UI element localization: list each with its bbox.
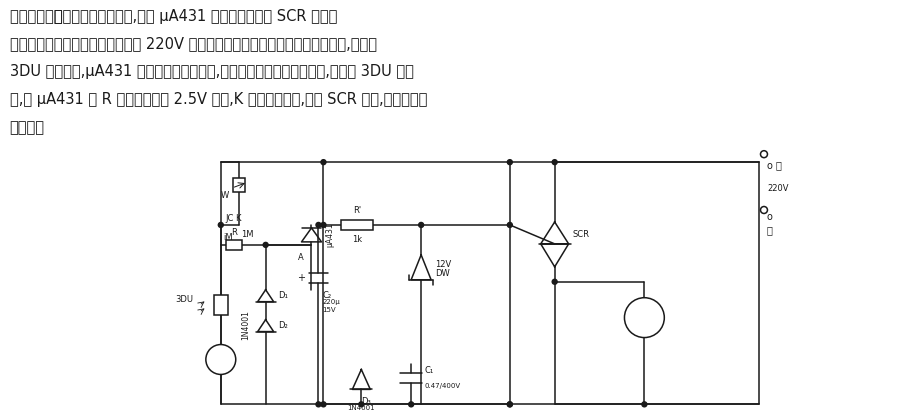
Text: D₂: D₂ xyxy=(278,321,289,330)
Circle shape xyxy=(507,223,512,228)
Text: 阻,使 μA431 的 R 极电位上升到 2.5V 以上,K 极输出高电位,触发 SCR 导通,照明灯便自: 阻,使 μA431 的 R 极电位上升到 2.5V 以上,K 极输出高电位,触发… xyxy=(9,92,427,107)
Circle shape xyxy=(206,344,236,374)
Text: 12V: 12V xyxy=(435,260,451,269)
Text: 220μ: 220μ xyxy=(323,299,340,305)
Bar xyxy=(341,220,373,230)
Circle shape xyxy=(321,223,326,228)
Circle shape xyxy=(419,223,424,228)
Circle shape xyxy=(507,402,512,407)
Text: 3DU 阻值很小,μA431 不能触发可控硅导通,照明灯不亮。夜间无光照时,光敏管 3DU 呈高: 3DU 阻值很小,μA431 不能触发可控硅导通,照明灯不亮。夜间无光照时,光敏… xyxy=(9,64,414,79)
Text: 1N4001: 1N4001 xyxy=(347,405,375,411)
Circle shape xyxy=(761,151,767,158)
Text: o: o xyxy=(767,212,773,222)
Text: 1k: 1k xyxy=(352,235,362,244)
Text: JC K: JC K xyxy=(226,214,243,223)
Bar xyxy=(226,240,242,250)
Bar xyxy=(233,178,244,192)
Text: A: A xyxy=(298,253,303,262)
Text: R: R xyxy=(231,228,237,237)
Text: μA431: μA431 xyxy=(325,223,335,247)
Circle shape xyxy=(641,402,647,407)
Text: 0.47/400V: 0.47/400V xyxy=(425,384,460,389)
Text: DW: DW xyxy=(435,269,449,278)
Text: D₃: D₃ xyxy=(361,397,371,406)
Circle shape xyxy=(321,402,326,407)
Text: o 中: o 中 xyxy=(767,160,782,170)
Text: C₁: C₁ xyxy=(425,366,434,375)
Circle shape xyxy=(219,223,223,228)
Text: 15V: 15V xyxy=(323,307,336,313)
Text: D₁: D₁ xyxy=(278,291,289,300)
Text: C₂: C₂ xyxy=(323,291,332,300)
Circle shape xyxy=(507,160,512,165)
Circle shape xyxy=(552,160,557,165)
Circle shape xyxy=(358,402,364,407)
Text: 1M: 1M xyxy=(241,230,254,239)
Circle shape xyxy=(552,279,557,284)
Circle shape xyxy=(321,160,326,165)
Circle shape xyxy=(316,223,321,228)
Text: 图: 图 xyxy=(53,9,62,24)
Circle shape xyxy=(316,402,321,407)
Circle shape xyxy=(507,402,512,407)
Text: iM: iM xyxy=(222,233,233,242)
Text: 所示无触点照明灯自动控制电路,采用 μA431 作为双向可控硅 SCR 的触发: 所示无触点照明灯自动控制电路,采用 μA431 作为双向可控硅 SCR 的触发 xyxy=(9,9,337,24)
Text: 器件。它可直接驱动可控硅。市电 220V 经降压整流获得直流电压。白天有光照时,光敏管: 器件。它可直接驱动可控硅。市电 220V 经降压整流获得直流电压。白天有光照时,… xyxy=(9,37,377,52)
Text: SCR: SCR xyxy=(573,230,590,239)
Circle shape xyxy=(761,206,767,213)
Text: R': R' xyxy=(353,206,361,215)
Text: 动点亮。: 动点亮。 xyxy=(9,120,44,135)
Text: W: W xyxy=(221,191,229,200)
Bar xyxy=(214,295,228,314)
Text: 220V: 220V xyxy=(767,184,789,193)
Text: +: + xyxy=(298,273,305,283)
Circle shape xyxy=(409,402,414,407)
Text: 1N4001: 1N4001 xyxy=(241,310,250,339)
Circle shape xyxy=(263,243,268,248)
Circle shape xyxy=(624,298,664,337)
Text: 3DU: 3DU xyxy=(175,295,193,304)
Text: 相: 相 xyxy=(767,225,773,235)
